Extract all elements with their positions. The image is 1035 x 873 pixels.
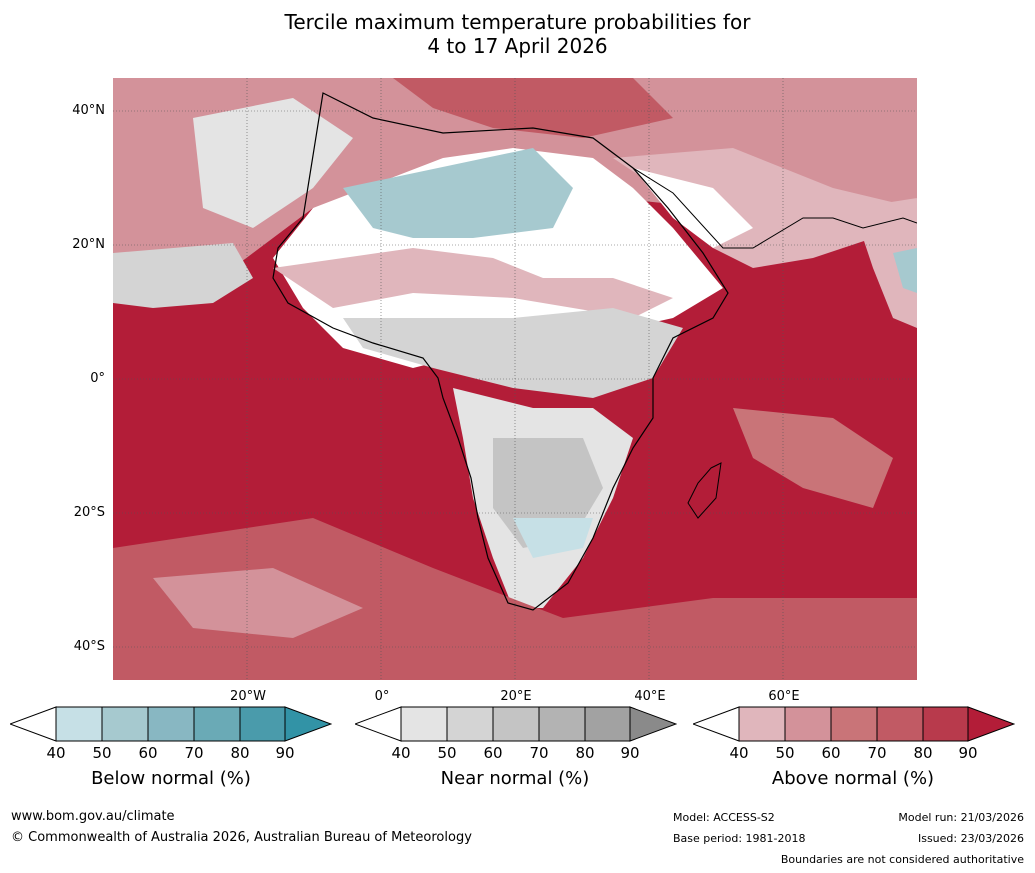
near-bin-70-80: [538, 706, 586, 742]
lat-label-0: 0°: [90, 371, 105, 386]
near-tick-80: 80: [575, 744, 595, 762]
near-bin-60-70: [492, 706, 540, 742]
near-tick-90: 90: [620, 744, 640, 762]
lat-label-20n: 20°N: [72, 237, 105, 252]
map-canvas: [113, 78, 917, 680]
above-bin-70-80: [876, 706, 924, 742]
graticule: [113, 78, 917, 680]
lon-label-60e: 60°E: [768, 689, 800, 704]
below-bin-70-80: [193, 706, 241, 742]
near-bin-80-90: [584, 706, 631, 742]
above-tick-90: 90: [958, 744, 978, 762]
map-region-madagascar-sea: [733, 408, 893, 508]
near-bin-40-50: [400, 706, 448, 742]
lat-label-20s: 20°S: [73, 505, 105, 520]
map-region-india: [853, 198, 917, 328]
title-line-2: 4 to 17 April 2026: [427, 34, 608, 58]
map-region-arabia: [613, 148, 917, 268]
lat-label-40s: 40°S: [73, 639, 105, 654]
above-tick-40: 40: [729, 744, 749, 762]
bom-url[interactable]: www.bom.gov.au/climate: [11, 809, 175, 824]
lon-label-20w: 20°W: [230, 689, 266, 704]
above-bin-60-70: [830, 706, 878, 742]
above-tick-60: 60: [821, 744, 841, 762]
below-tick-90: 90: [275, 744, 295, 762]
below-bin-40-50: [55, 706, 103, 742]
near-normal-colorbar: [355, 706, 677, 742]
copyright-notice: © Commonwealth of Australia 2026, Austra…: [11, 830, 472, 845]
below-extend-high: [284, 706, 332, 742]
near-extend-high: [629, 706, 677, 742]
map-region-central-africa-near: [343, 308, 683, 398]
below-tick-40: 40: [46, 744, 66, 762]
africa-coastline: [272, 92, 729, 611]
boundaries-disclaimer: Boundaries are not considered authoritat…: [780, 853, 1024, 866]
lon-label-20e: 20°E: [500, 689, 532, 704]
map-region-southern-ocean-light: [153, 568, 363, 638]
map-region-west-africa-above: [273, 248, 673, 318]
probability-map: [113, 78, 917, 680]
near-normal-label: Near normal (%): [440, 768, 590, 789]
title-line-1: Tercile maximum temperature probabilitie…: [284, 10, 751, 34]
above-bin-50-60: [784, 706, 832, 742]
lon-label-0: 0°: [374, 689, 390, 704]
near-bin-50-60: [446, 706, 494, 742]
map-region-india-below: [893, 248, 917, 293]
below-tick-60: 60: [138, 744, 158, 762]
madagascar-coastline: [687, 462, 722, 519]
map-region-southern-ocean: [113, 518, 917, 680]
lat-label-40n: 40°N: [72, 103, 105, 118]
below-bin-80-90: [239, 706, 286, 742]
below-normal-label: Below normal (%): [91, 768, 251, 789]
near-tick-40: 40: [391, 744, 411, 762]
map-region-sahara-below: [343, 148, 573, 238]
near-tick-60: 60: [483, 744, 503, 762]
below-bin-50-60: [101, 706, 149, 742]
above-extend-low: [693, 706, 740, 742]
near-extend-low: [355, 706, 402, 742]
below-tick-80: 80: [230, 744, 250, 762]
above-tick-80: 80: [913, 744, 933, 762]
map-region-atlantic-near: [113, 243, 253, 308]
map-region-southern-africa-below: [513, 518, 593, 558]
below-tick-50: 50: [92, 744, 112, 762]
arabia-coastline: [632, 167, 917, 249]
base-period: Base period: 1981-2018: [673, 832, 806, 845]
map-region-europe: [393, 78, 673, 138]
map-region-arabia-white: [633, 168, 753, 248]
lon-label-40e: 40°E: [634, 689, 666, 704]
near-tick-70: 70: [529, 744, 549, 762]
model-run-date: Model run: 21/03/2026: [898, 811, 1024, 824]
above-extend-high: [967, 706, 1015, 742]
map-region-northwest-white: [193, 98, 353, 228]
below-normal-colorbar: [10, 706, 332, 742]
above-bin-80-90: [922, 706, 969, 742]
below-bin-60-70: [147, 706, 195, 742]
above-normal-colorbar: [693, 706, 1015, 742]
below-tick-70: 70: [184, 744, 204, 762]
above-tick-70: 70: [867, 744, 887, 762]
model-name: Model: ACCESS-S2: [673, 811, 775, 824]
above-normal-label: Above normal (%): [771, 768, 935, 789]
above-bin-40-50: [738, 706, 786, 742]
below-extend-low: [10, 706, 57, 742]
near-tick-50: 50: [437, 744, 457, 762]
chart-title: Tercile maximum temperature probabilitie…: [0, 10, 1035, 58]
issued-date: Issued: 23/03/2026: [917, 832, 1024, 845]
above-tick-50: 50: [775, 744, 795, 762]
